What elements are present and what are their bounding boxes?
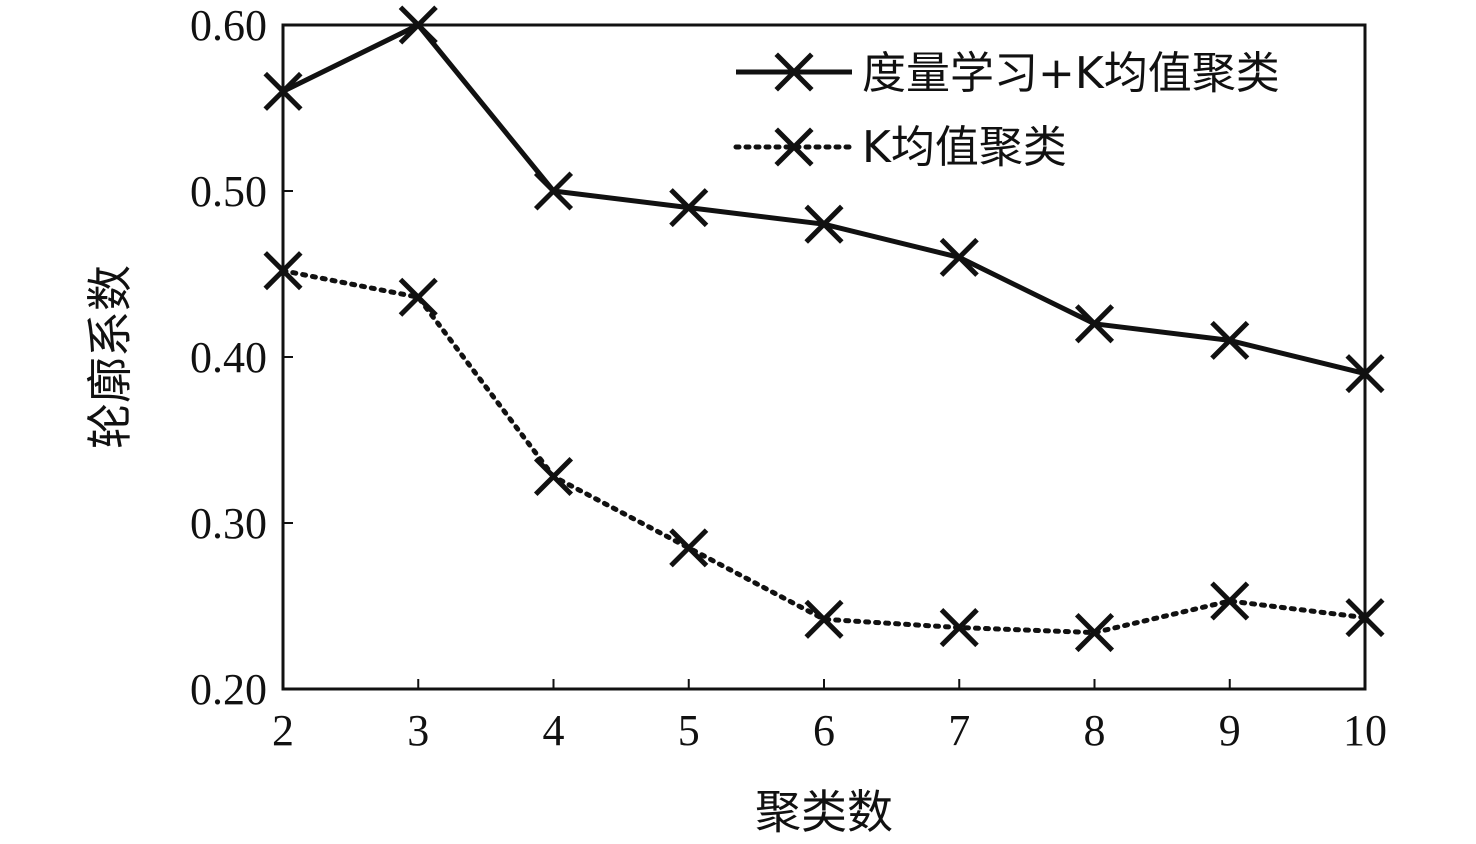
data-point-marker [1210,581,1250,621]
legend-marker-x-icon [774,127,814,167]
x-tick-label: 5 [678,706,700,755]
data-point-marker [398,277,438,317]
y-axis-title: 轮廓系数 [83,265,137,449]
x-axis-ticks: 2 3 4 5 6 7 8 9 10 [272,679,1387,755]
y-axis-ticks: 0.20 0.30 0.40 0.50 0.60 [190,1,293,714]
x-marker-icon [774,127,814,167]
x-marker-icon [774,52,814,92]
data-point-marker [939,237,979,277]
x-tick-label: 3 [407,706,429,755]
legend: 度量学习+K均值聚类 K均值聚类 [733,48,1280,173]
data-point-marker [1210,320,1250,360]
x-tick-label: 10 [1343,706,1387,755]
y-tick-label: 0.60 [190,1,267,50]
data-point-marker [1074,613,1115,653]
data-point-marker [1345,598,1385,638]
data-point-marker [398,5,438,45]
series-line-kmeans [280,268,1368,636]
y-tick-label: 0.20 [190,665,267,714]
x-tick-label: 6 [813,706,835,755]
x-axis-title: 聚类数 [755,785,893,839]
y-tick-label: 0.30 [190,499,267,548]
x-tick-label: 7 [948,706,970,755]
data-point-marker [533,456,574,497]
data-point-marker [533,171,574,211]
legend-marker-x-icon [774,52,814,92]
data-point-marker [669,528,709,568]
data-point-marker [263,71,303,111]
data-point-marker [263,251,303,291]
x-tick-label: 8 [1084,706,1106,755]
legend-label-metric-kmeans: 度量学习+K均值聚类 [862,48,1280,99]
y-tick-label: 0.50 [190,167,267,216]
legend-label-kmeans: K均值聚类 [862,122,1067,173]
data-point-marker [1345,354,1385,394]
legend-item-kmeans: K均值聚类 [733,122,1067,173]
data-point-marker [804,204,844,244]
x-tick-label: 9 [1219,706,1241,755]
data-point-marker [939,608,979,648]
data-point-marker [804,599,844,639]
plot-frame [281,23,1367,691]
y-tick-label: 0.40 [190,333,267,382]
data-point-marker [669,188,709,228]
x-tick-label: 2 [272,706,294,755]
legend-item-metric-kmeans: 度量学习+K均值聚类 [736,48,1280,99]
data-point-marker [1074,304,1115,344]
series-layer [263,5,1385,653]
x-tick-label: 4 [543,706,565,755]
